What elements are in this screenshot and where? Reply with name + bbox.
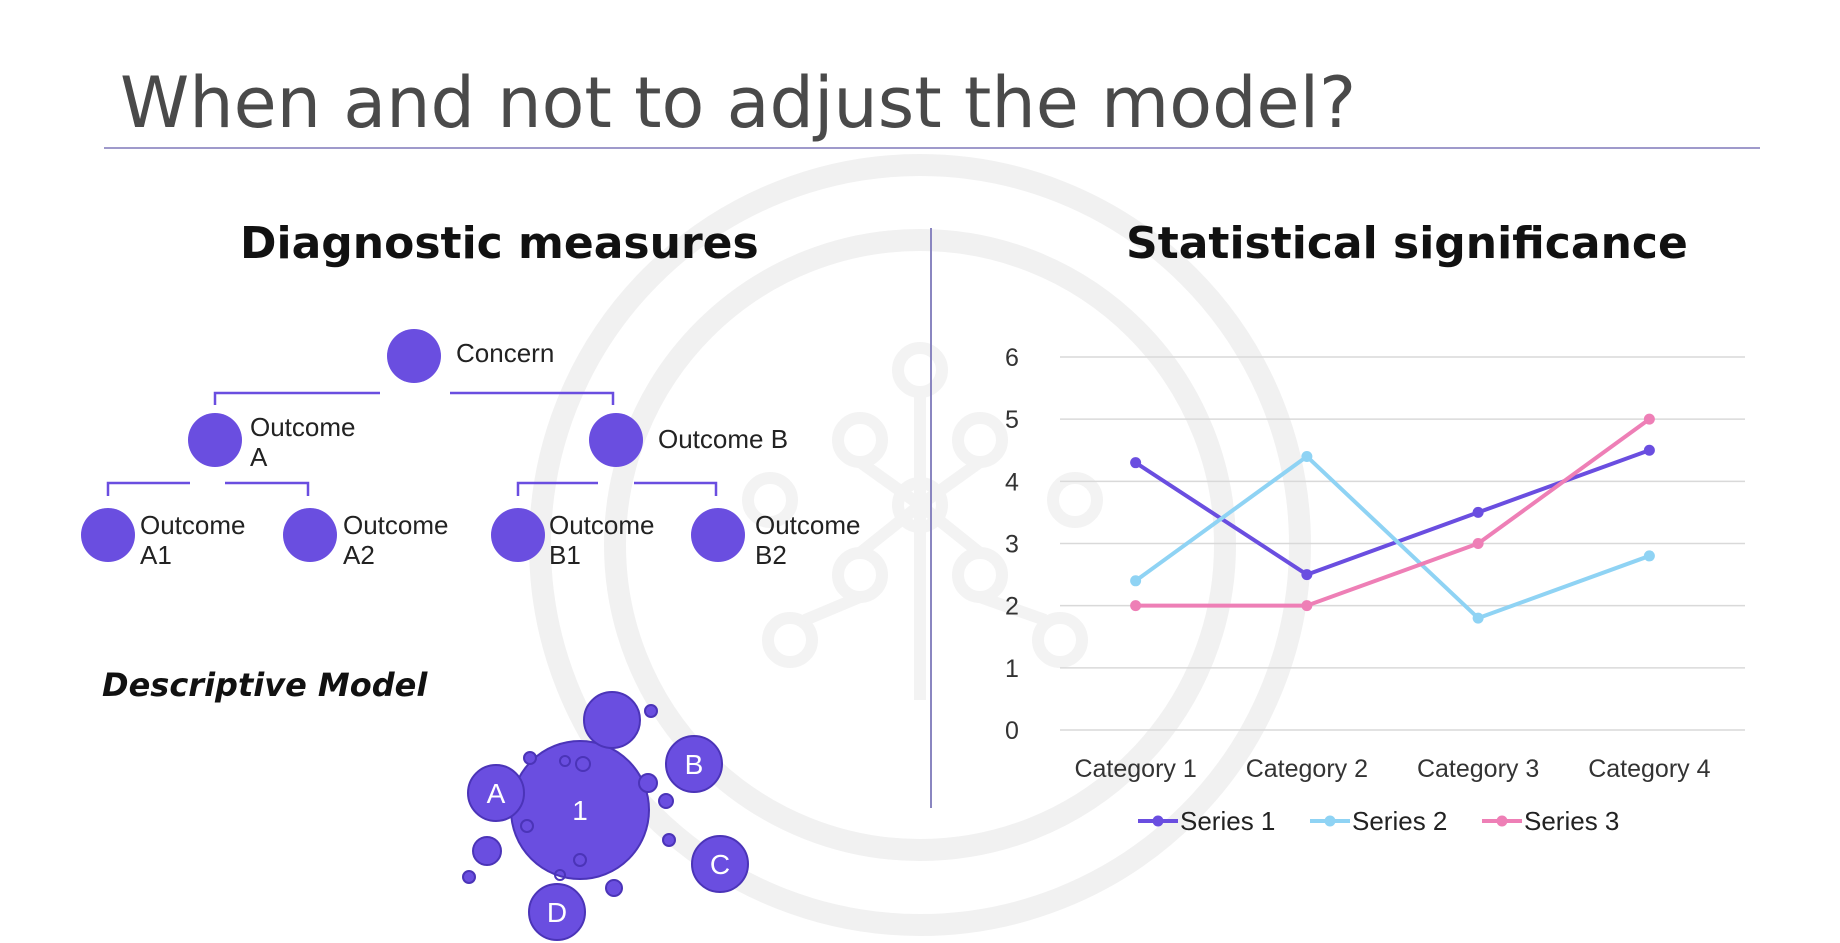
outcome-b2-label: Outcome B2 — [755, 510, 861, 570]
data-point — [1130, 600, 1142, 612]
line-chart: 0 1 2 3 4 5 6 Category 1 Category 2 Category 3 Ca… — [1005, 344, 1745, 836]
data-point — [1472, 506, 1484, 518]
inner-ring — [559, 755, 571, 767]
tree-connector — [450, 391, 615, 405]
y-tick-label: 6 — [1005, 344, 1019, 372]
d-bubble-label: D — [547, 897, 567, 928]
legend-label: Series 2 — [1352, 806, 1447, 836]
legend-swatch-marker — [1152, 815, 1164, 827]
outcome-a2-label: Outcome A2 — [343, 510, 449, 570]
descriptive-model-diagram: 1 A B C D — [462, 691, 749, 941]
y-tick-label: 4 — [1005, 468, 1019, 496]
outcome-a1-label: Outcome A1 — [140, 510, 246, 570]
d-bubble — [528, 883, 586, 941]
b-bubble — [665, 735, 723, 793]
concern-node — [387, 329, 441, 383]
tree-connector — [225, 481, 310, 496]
small-bubble — [462, 870, 476, 884]
legend-swatch-marker — [1496, 815, 1508, 827]
small-bubble — [662, 833, 676, 847]
small-bubble — [638, 773, 658, 793]
legend-label: Series 1 — [1180, 806, 1275, 836]
data-point — [1301, 450, 1313, 462]
data-point — [1643, 413, 1655, 425]
concern-label: Concern — [456, 338, 555, 368]
x-tick-label: Category 2 — [1246, 755, 1368, 783]
a-bubble — [467, 764, 525, 822]
slide-title: When and not to adjust the model? — [120, 62, 1357, 144]
outcome-a-node — [188, 413, 242, 467]
outcome-a-label: Outcome A — [250, 412, 356, 472]
legend-swatch-marker — [1324, 815, 1336, 827]
y-tick-label: 2 — [1005, 593, 1019, 621]
small-bubble — [644, 704, 658, 718]
data-point — [1472, 612, 1484, 624]
data-point — [1130, 457, 1142, 469]
top-bubble — [583, 691, 641, 749]
data-point — [1301, 600, 1313, 612]
diagnostic-measures-heading: Diagnostic measures — [240, 218, 759, 269]
tree-connector — [106, 481, 190, 496]
small-bubble — [605, 879, 623, 897]
outcome-b1-label: Outcome B1 — [549, 510, 655, 570]
data-point — [1643, 444, 1655, 456]
outcome-b-node — [589, 413, 643, 467]
x-tick-label: Category 1 — [1074, 755, 1196, 783]
small-bubble — [523, 751, 537, 765]
series-line — [1134, 448, 1651, 577]
y-tick-label: 5 — [1005, 406, 1019, 434]
small-bubble — [658, 793, 674, 809]
data-point — [1472, 538, 1484, 549]
data-point — [1301, 569, 1313, 581]
outcome-b1-node — [491, 508, 545, 562]
y-tick-label: 3 — [1005, 531, 1019, 559]
series-line — [1134, 454, 1651, 621]
legend-label: Series 3 — [1524, 806, 1619, 836]
inner-ring — [520, 819, 534, 833]
vertical-divider — [930, 228, 932, 808]
descriptive-model-heading: Descriptive Model — [102, 666, 428, 704]
a-bubble-label: A — [487, 778, 506, 809]
outcome-b-label: Outcome B — [658, 424, 789, 454]
title-divider — [104, 147, 1760, 149]
statistical-significance-heading: Statistical significance — [1126, 218, 1688, 269]
inner-ring — [573, 853, 587, 867]
tree-connector — [634, 481, 718, 496]
y-tick-label: 0 — [1005, 717, 1019, 745]
c-bubble-label: C — [710, 849, 730, 880]
decision-tree — [81, 329, 745, 562]
data-point — [1643, 550, 1655, 562]
outcome-b2-node — [691, 508, 745, 562]
outcome-a2-node — [283, 508, 337, 562]
x-tick-label: Category 3 — [1417, 755, 1539, 783]
c-bubble — [691, 835, 749, 893]
y-tick-label: 1 — [1005, 655, 1019, 683]
inner-ring — [575, 756, 591, 772]
x-tick-label: Category 4 — [1588, 755, 1710, 783]
b-bubble-label: B — [685, 749, 704, 780]
tree-connector — [516, 481, 598, 496]
data-point — [1130, 575, 1142, 587]
tree-connector — [213, 391, 380, 405]
center-bubble-label: 1 — [572, 795, 588, 826]
inner-ring — [554, 869, 566, 881]
outcome-a1-node — [81, 508, 135, 562]
series-line — [1135, 417, 1651, 608]
small-bubble — [472, 836, 502, 866]
